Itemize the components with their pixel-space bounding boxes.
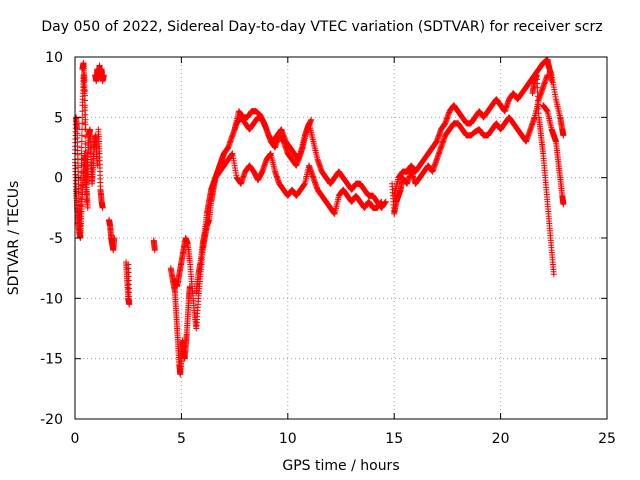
data-point [79, 120, 86, 127]
data-point [78, 144, 85, 151]
data-point [111, 235, 118, 241]
y-tick-label: 0 [54, 171, 63, 187]
data-point [100, 72, 107, 79]
data-point [151, 247, 158, 254]
data-point [82, 140, 89, 147]
data-point [550, 271, 557, 278]
data-point [79, 108, 86, 115]
data-point [78, 132, 85, 139]
y-tick-label: 10 [45, 50, 63, 66]
y-axis-label: SDTVAR / TECUs [6, 181, 22, 296]
data-point [99, 204, 106, 211]
data-point [308, 116, 315, 123]
data-point [560, 132, 567, 139]
x-tick-label: 10 [279, 431, 297, 447]
y-tick-label: -15 [40, 352, 63, 368]
data-point [560, 201, 567, 208]
data-point [125, 261, 132, 268]
grid-lines [75, 57, 607, 419]
x-tick-label: 15 [385, 431, 403, 447]
y-axis-ticks: 10 5 0 -5 -10 -15 -20 [40, 50, 607, 428]
x-tick-label: 0 [71, 431, 80, 447]
data-point [378, 198, 385, 205]
data-point [84, 204, 91, 211]
x-tick-label: 5 [177, 431, 186, 447]
x-tick-label: 25 [598, 431, 616, 447]
y-tick-label: -20 [40, 412, 63, 428]
data-points [72, 56, 567, 378]
data-point [78, 138, 85, 145]
x-axis-label: GPS time / hours [282, 458, 399, 474]
data-point [77, 202, 84, 209]
x-tick-label: 20 [492, 431, 510, 447]
y-tick-label: -5 [49, 231, 63, 247]
y-tick-label: -10 [40, 291, 63, 307]
chart-title: Day 050 of 2022, Sidereal Day-to-day VTE… [41, 19, 602, 35]
data-point [82, 133, 89, 140]
data-point [83, 198, 90, 205]
y-tick-label: 5 [54, 110, 63, 126]
x-axis-ticks: 0 5 10 15 20 25 [71, 57, 616, 447]
